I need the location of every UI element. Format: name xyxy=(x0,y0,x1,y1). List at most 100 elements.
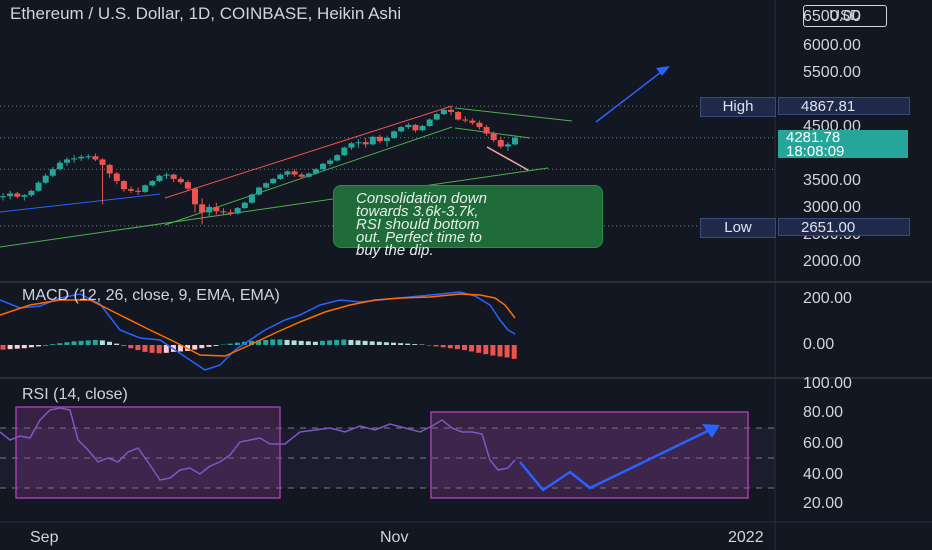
macd-pane[interactable] xyxy=(0,291,517,371)
annotation-line: Consolidation down xyxy=(356,190,487,207)
rsi-projection-arrow-head xyxy=(702,424,720,438)
macd-histogram-bar xyxy=(369,341,375,345)
candle-body xyxy=(106,164,113,174)
macd-histogram-bar xyxy=(178,345,183,352)
macd-axis-label: 200.00 xyxy=(803,290,852,307)
macd-histogram-bar xyxy=(341,339,347,345)
candle-body xyxy=(369,136,376,145)
projection-line xyxy=(486,146,529,171)
candle-body xyxy=(56,162,63,170)
macd-histogram-bar xyxy=(376,341,382,345)
macd-histogram-bar xyxy=(476,345,482,353)
candle-body xyxy=(398,127,405,132)
candle-body xyxy=(291,171,298,175)
macd-histogram-bar xyxy=(312,341,318,345)
candle-body xyxy=(284,171,291,175)
candle-body xyxy=(391,131,398,138)
macd-histogram-bar xyxy=(149,345,155,353)
macd-histogram-bar xyxy=(454,345,460,350)
rsi-axis-label: 40.00 xyxy=(803,466,844,483)
candle-body xyxy=(21,195,28,197)
candle-body xyxy=(440,109,447,115)
candle-body xyxy=(192,188,198,205)
macd-histogram-bar xyxy=(249,340,254,345)
macd-histogram-bar xyxy=(114,343,120,345)
macd-histogram-bar xyxy=(28,345,34,348)
macd-histogram-bar xyxy=(192,345,198,350)
chart-title[interactable]: Ethereum / U.S. Dollar, 1D, COINBASE, He… xyxy=(10,4,402,23)
macd-histogram-bar xyxy=(320,340,325,345)
time-axis-label: Sep xyxy=(30,529,59,546)
candle-body xyxy=(405,124,412,128)
candle-body xyxy=(92,156,99,160)
macd-histogram-bar xyxy=(412,344,418,345)
candle-body xyxy=(120,181,127,190)
macd-histogram-bar xyxy=(504,345,510,358)
candle-body xyxy=(35,182,42,191)
candle-body xyxy=(490,133,497,141)
macd-histogram-bar xyxy=(7,345,13,350)
price-axis-label: 6000.00 xyxy=(803,37,861,54)
candle-body xyxy=(483,127,490,134)
macd-histogram-bar xyxy=(121,345,127,346)
rsi-axis-label: 20.00 xyxy=(803,495,844,512)
price-axis-label: 3000.00 xyxy=(803,199,861,216)
last-price: 4281.78 xyxy=(786,129,841,146)
rsi-axis-label: 80.00 xyxy=(803,404,844,421)
candle-body xyxy=(14,193,21,197)
rsi-indicator-label[interactable]: RSI (14, close) xyxy=(22,386,128,403)
drawn-arrows[interactable] xyxy=(519,66,720,492)
candle-body xyxy=(504,144,511,147)
last-price-tag[interactable]: 4281.78 18:08:09 xyxy=(778,129,908,160)
macd-histogram-bar xyxy=(199,345,205,349)
price-axis-label: 2000.00 xyxy=(803,253,861,270)
macd-histogram-bar xyxy=(383,342,389,345)
candles xyxy=(0,106,518,225)
macd-histogram-bar xyxy=(50,344,56,345)
macd-histogram-bar xyxy=(433,345,439,347)
macd-histogram-bar xyxy=(291,340,297,345)
bar-countdown: 18:08:09 xyxy=(786,143,845,160)
macd-histogram-bar xyxy=(92,339,98,345)
macd-histogram-bar xyxy=(107,341,112,345)
candle-body xyxy=(85,156,92,158)
candle-body xyxy=(263,183,270,188)
low-value: 2651.00 xyxy=(778,218,910,236)
candle-body xyxy=(426,119,433,126)
candle-body xyxy=(0,196,6,198)
candle-body xyxy=(341,147,348,156)
macd-histogram-bar xyxy=(156,345,162,354)
macd-histogram-bar xyxy=(362,340,368,345)
macd-histogram-bar xyxy=(78,340,84,345)
macd-histogram-bar xyxy=(405,343,411,345)
candle-body xyxy=(355,142,362,144)
candle-body xyxy=(227,212,234,214)
candle-body xyxy=(476,122,483,128)
rsi-pane[interactable] xyxy=(0,406,775,499)
price-axis-label: 5500.00 xyxy=(803,64,861,81)
candle-body xyxy=(213,207,220,212)
candle-body xyxy=(327,160,334,164)
candle-body xyxy=(78,156,85,159)
macd-histogram-bar xyxy=(142,345,148,352)
macd-histogram-bar xyxy=(0,345,6,350)
candle-body xyxy=(177,178,184,183)
trend-lines[interactable] xyxy=(0,105,573,248)
annotation-line: RSI should bottom xyxy=(356,216,480,233)
annotation-line: towards 3.6k-3.7k, xyxy=(356,203,479,220)
candle-body xyxy=(163,174,170,176)
candle-body xyxy=(320,163,326,170)
currency-badge[interactable]: USD xyxy=(803,5,887,27)
annotation-callout[interactable]: Consolidation down towards 3.6k-3.7k, RS… xyxy=(333,185,603,258)
time-axis-label: 2022 xyxy=(728,529,764,546)
macd-histogram-bar xyxy=(440,345,446,348)
signal-line xyxy=(0,293,516,357)
macd-histogram-bar xyxy=(348,339,354,345)
macd-histogram-bar xyxy=(36,345,41,347)
candle-body xyxy=(512,137,518,145)
macd-indicator-label[interactable]: MACD (12, 26, close, 9, EMA, EMA) xyxy=(22,287,280,304)
rsi-axis-label: 60.00 xyxy=(803,435,844,452)
macd-histogram-bar xyxy=(270,339,276,345)
candle-body xyxy=(149,181,156,186)
